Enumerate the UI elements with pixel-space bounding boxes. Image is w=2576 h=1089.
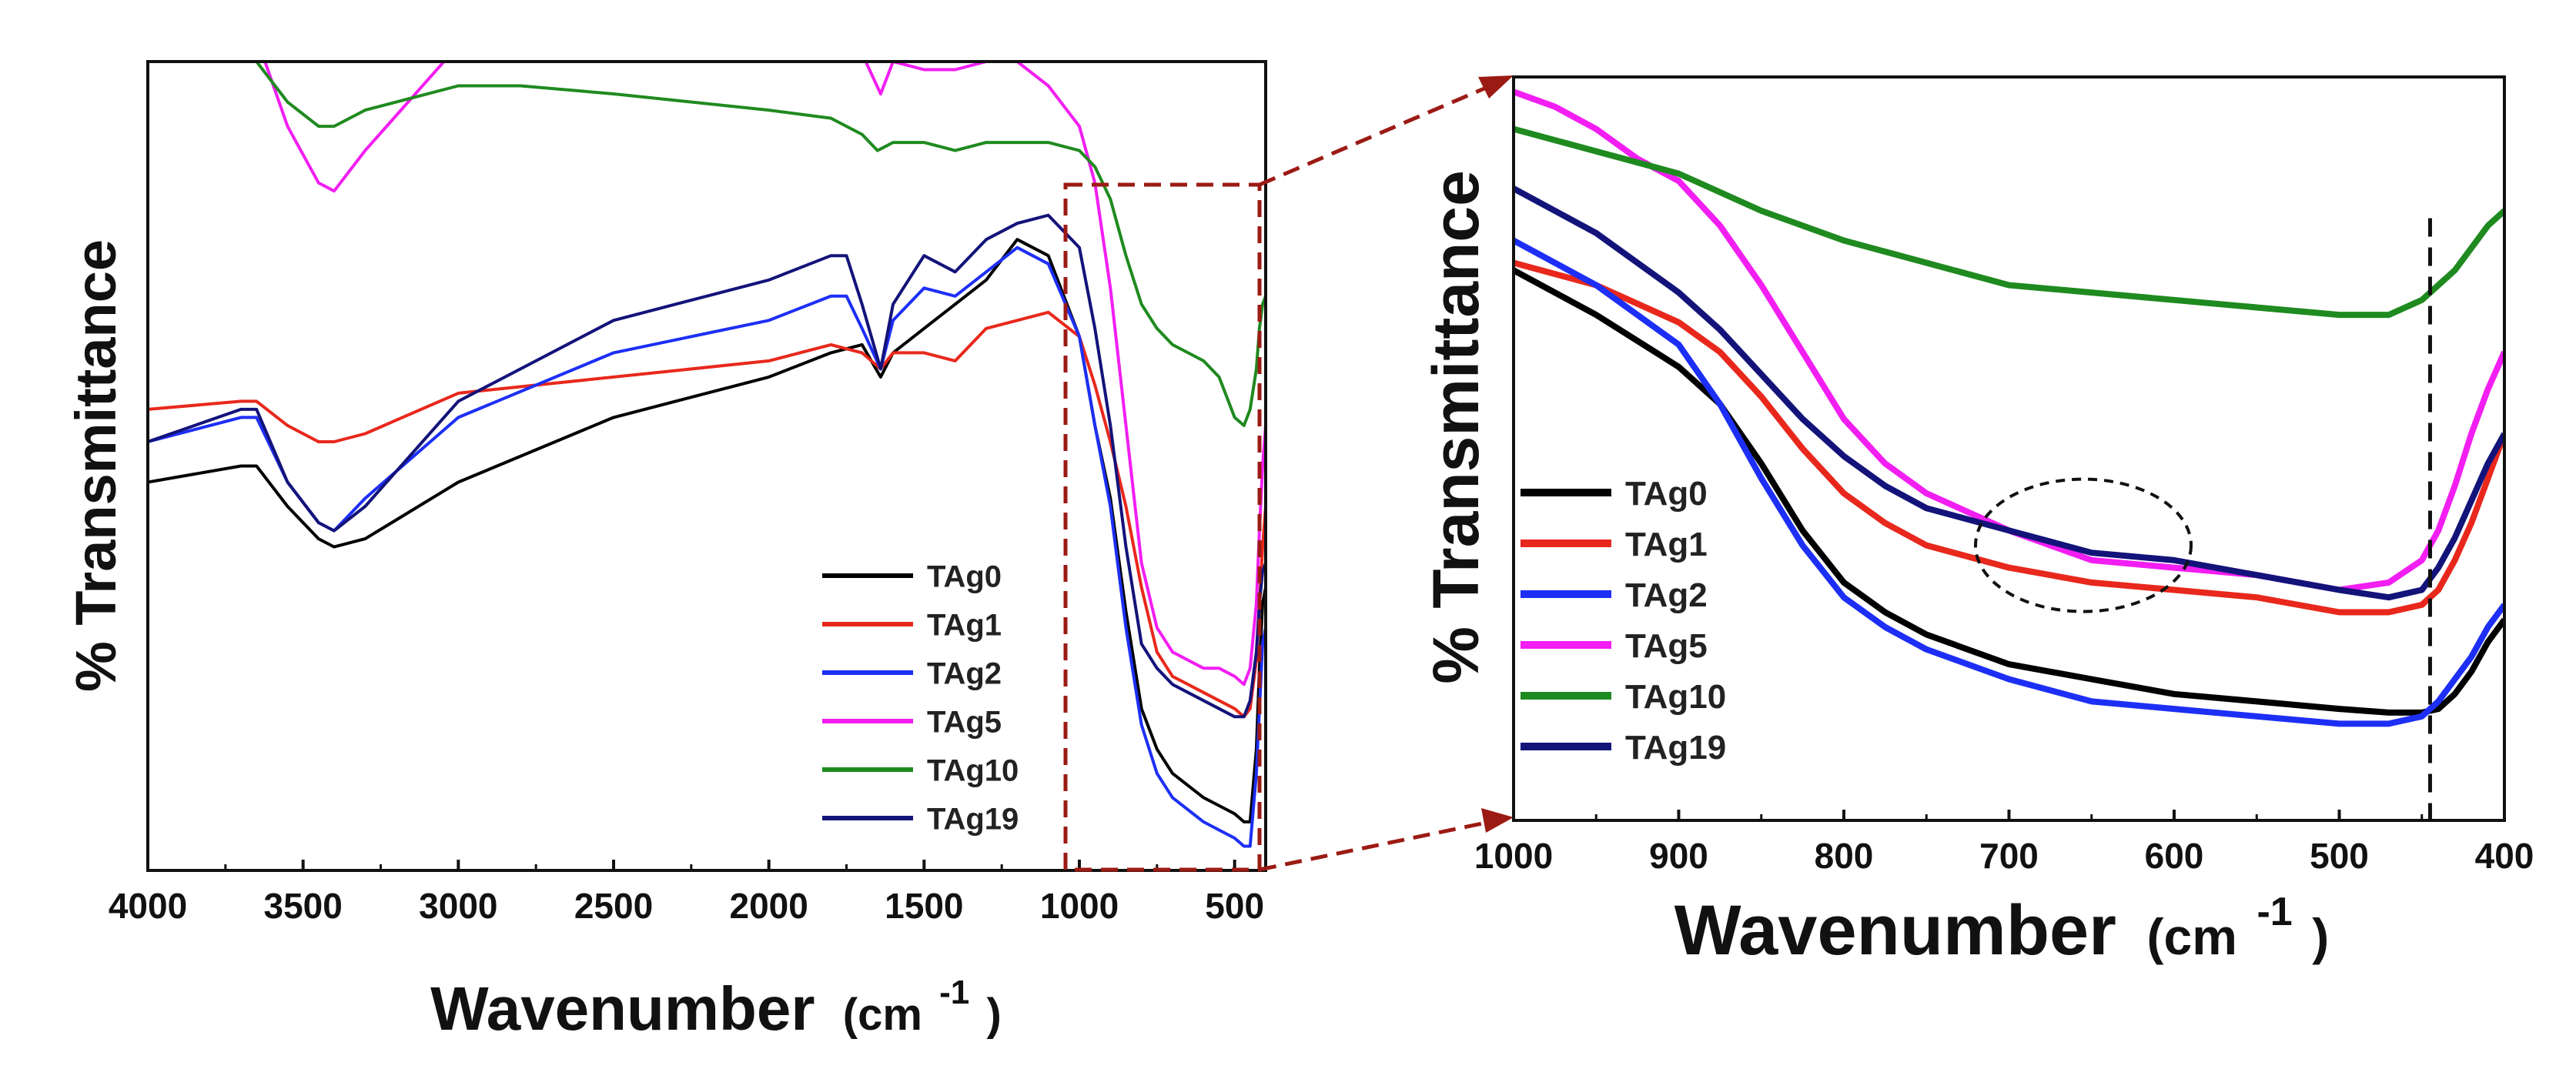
left-legend-label: TAg0 bbox=[927, 560, 1002, 593]
right-series-tag1 bbox=[1514, 259, 2504, 616]
zoom-arrow-top bbox=[1259, 84, 1490, 187]
left-x-axis-title-close: ) bbox=[987, 990, 1002, 1040]
zoomed-panel: 1000 900 800 700 600 500 400 % Transmittance W… bbox=[1420, 75, 2534, 970]
left-x-tick-label: 1000 bbox=[1040, 886, 1119, 926]
left-x-tick-label: 4000 bbox=[109, 886, 187, 926]
right-x-axis-title: Wavenumber (cm -1 ) bbox=[1674, 862, 2330, 970]
left-legend-item: TAg1 bbox=[822, 608, 1002, 642]
left-legend-label: TAg5 bbox=[927, 705, 1002, 739]
right-legend-item: TAg0 bbox=[1521, 475, 1708, 513]
right-legend-item: TAg5 bbox=[1521, 627, 1708, 665]
left-x-tick-label: 3000 bbox=[419, 886, 497, 926]
right-legend-label: TAg19 bbox=[1625, 729, 1726, 767]
left-x-tick-label: 3500 bbox=[263, 886, 342, 926]
left-legend-item: TAg5 bbox=[822, 705, 1002, 739]
right-x-tick-label: 400 bbox=[2475, 836, 2534, 876]
left-legend-label: TAg1 bbox=[927, 608, 1002, 642]
left-series-tag1 bbox=[148, 310, 1266, 719]
right-legend-label: TAg0 bbox=[1625, 475, 1708, 513]
right-legend-item: TAg19 bbox=[1521, 729, 1726, 767]
right-legend-item: TAg1 bbox=[1521, 526, 1708, 563]
left-series-tag19 bbox=[148, 213, 1266, 719]
left-legend-label: TAg10 bbox=[927, 753, 1019, 787]
left-plot-frame bbox=[146, 60, 1267, 872]
zoom-indicator bbox=[1063, 75, 1514, 872]
right-x-tick-label: 900 bbox=[1649, 836, 1708, 876]
left-y-axis-title: % Transmittance bbox=[64, 239, 128, 692]
left-legend-item: TAg19 bbox=[822, 802, 1019, 836]
right-legend-label: TAg5 bbox=[1625, 627, 1708, 665]
left-x-axis-title-unit: (cm bbox=[843, 990, 922, 1040]
right-x-axis-title-main: Wavenumber bbox=[1674, 891, 2116, 970]
right-y-axis-title: % Transmittance bbox=[1420, 170, 1492, 684]
right-x-tick-label: 1000 bbox=[1474, 836, 1553, 876]
left-x-tick-label: 2500 bbox=[574, 886, 653, 926]
left-x-axis-title-exponent: -1 bbox=[939, 974, 969, 1011]
left-legend-label: TAg19 bbox=[927, 802, 1019, 836]
left-legend-item: TAg10 bbox=[822, 753, 1019, 787]
left-legend-label: TAg2 bbox=[927, 656, 1002, 690]
right-legend: TAg0 TAg1 TAg2 TAg5 TAg10 TAg19 bbox=[1521, 475, 1726, 767]
left-series-tag5 bbox=[148, 62, 1266, 686]
left-series-tag0 bbox=[148, 238, 1266, 823]
left-series-tag2 bbox=[148, 246, 1266, 848]
right-x-tick-label: 800 bbox=[1815, 836, 1874, 876]
left-legend-item: TAg2 bbox=[822, 656, 1002, 690]
zoom-region-box bbox=[1063, 182, 1262, 872]
left-series-tag10 bbox=[148, 62, 1266, 427]
right-legend-label: TAg1 bbox=[1625, 526, 1708, 563]
right-x-tick-label: 600 bbox=[2145, 836, 2204, 876]
right-x-axis-title-unit: (cm bbox=[2147, 908, 2237, 965]
right-legend-label: TAg2 bbox=[1625, 576, 1708, 614]
zoom-arrowhead-top bbox=[1478, 75, 1514, 99]
left-legend: TAg0 TAg1 TAg2 TAg5 TAg10 TAg19 bbox=[822, 560, 1019, 836]
left-x-axis-title-main: Wavenumber bbox=[430, 974, 815, 1043]
right-legend-item: TAg10 bbox=[1521, 678, 1726, 716]
left-x-tick-label: 1500 bbox=[885, 886, 963, 926]
left-x-tick-label: 2000 bbox=[729, 886, 808, 926]
right-series-tag10 bbox=[1514, 125, 2504, 319]
zoom-arrowhead-bottom bbox=[1481, 808, 1514, 833]
right-x-tick-label: 500 bbox=[2310, 836, 2369, 876]
zoom-arrow-bottom bbox=[1259, 820, 1490, 872]
right-x-tick-label: 700 bbox=[1979, 836, 2039, 876]
full-spectrum-panel: 4000 3500 3000 2500 2000 1500 1000 500 % Transm… bbox=[64, 60, 1267, 1043]
left-legend-item: TAg0 bbox=[822, 560, 1002, 593]
right-legend-item: TAg2 bbox=[1521, 576, 1708, 614]
left-x-axis-title: Wavenumber (cm -1 ) bbox=[430, 948, 1002, 1043]
left-x-tick-label: 500 bbox=[1205, 886, 1264, 926]
right-legend-label: TAg10 bbox=[1625, 678, 1726, 716]
highlight-ellipse bbox=[1974, 477, 2193, 613]
right-x-axis-title-exponent: -1 bbox=[2257, 890, 2292, 934]
right-series-tag2 bbox=[1514, 237, 2504, 727]
right-series-tag19 bbox=[1514, 185, 2504, 601]
right-x-axis-title-close: ) bbox=[2312, 908, 2329, 965]
